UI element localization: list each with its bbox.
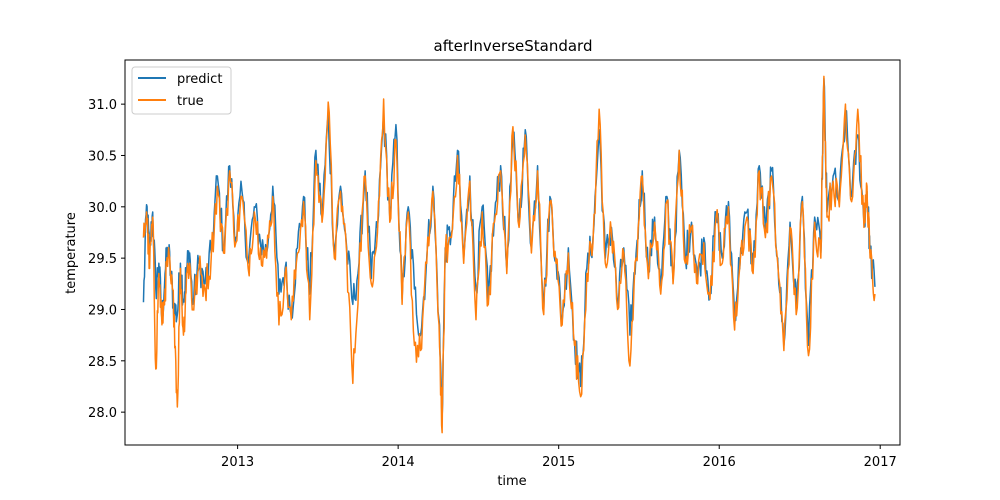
y-tick-label: 29.0 — [88, 303, 117, 318]
legend: predict true — [131, 66, 232, 115]
y-axis: 28.0 28.5 29.0 29.5 30.0 30.5 31.0 — [88, 98, 125, 421]
y-tick-label: 28.0 — [88, 406, 117, 421]
y-tick-label: 29.5 — [88, 252, 117, 267]
x-tick-label: 2016 — [703, 455, 736, 470]
y-tick-label: 28.5 — [88, 355, 117, 370]
chart-title: afterInverseStandard — [434, 37, 593, 55]
series-layer — [142, 75, 876, 434]
plot-frame — [124, 59, 901, 446]
x-tick-label: 2015 — [542, 455, 575, 470]
x-axis: 2013 2014 2015 2016 2017 — [221, 445, 897, 470]
legend-label-true: true — [177, 94, 204, 109]
x-axis-label: time — [497, 474, 526, 489]
series-line-true — [142, 75, 876, 434]
x-tick-label: 2014 — [382, 455, 415, 470]
y-tick-label: 31.0 — [88, 98, 117, 113]
y-axis-label: temperature — [64, 212, 79, 294]
y-tick-label: 30.5 — [88, 149, 117, 164]
x-tick-label: 2017 — [864, 455, 897, 470]
y-tick-label: 30.0 — [88, 201, 117, 216]
x-tick-label: 2013 — [221, 455, 254, 470]
legend-label-predict: predict — [177, 72, 222, 87]
